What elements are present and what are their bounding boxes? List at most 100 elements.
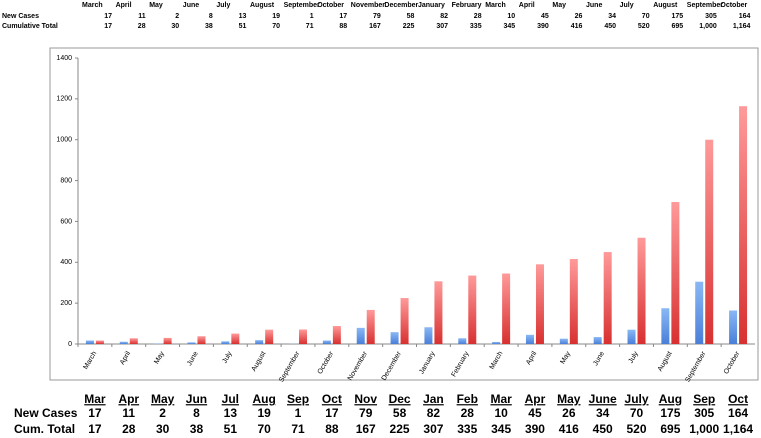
row-label: New Cases xyxy=(2,13,39,20)
bar xyxy=(739,106,748,344)
top-header: July xyxy=(620,2,634,9)
bar xyxy=(95,340,104,344)
y-tick-label: 1400 xyxy=(56,55,72,62)
bar xyxy=(129,338,138,344)
top-cell: 1,164 xyxy=(733,23,751,30)
top-header: July xyxy=(216,2,230,9)
y-tick-label: 0 xyxy=(68,341,72,348)
bottom-header: Sep xyxy=(693,392,715,406)
row-label: New Cases xyxy=(14,406,78,420)
bar xyxy=(255,340,264,344)
top-cell: 26 xyxy=(575,13,583,20)
bottom-cell: 28 xyxy=(122,422,136,436)
bar xyxy=(221,341,230,344)
bottom-cell: 70 xyxy=(630,406,644,420)
bar xyxy=(729,310,738,344)
top-cell: 164 xyxy=(739,13,751,20)
bottom-cell: 695 xyxy=(660,422,680,436)
bottom-cell: 34 xyxy=(596,406,610,420)
bottom-cell: 1,000 xyxy=(689,422,719,436)
bottom-cell: 13 xyxy=(224,406,238,420)
bottom-cell: 28 xyxy=(461,406,475,420)
top-cell: 70 xyxy=(272,23,280,30)
top-cell: 17 xyxy=(339,13,347,20)
bottom-cell: 17 xyxy=(88,422,102,436)
bottom-cell: 79 xyxy=(359,406,373,420)
bottom-header: Aug xyxy=(253,392,276,406)
y-tick-label: 800 xyxy=(60,177,72,184)
bar xyxy=(163,337,172,344)
bar xyxy=(424,327,433,344)
bottom-header: Mar xyxy=(84,392,106,406)
bar xyxy=(434,281,443,344)
bottom-header: Oct xyxy=(322,392,342,406)
bottom-header: Nov xyxy=(354,392,377,406)
top-cell: 19 xyxy=(272,13,280,20)
bar xyxy=(559,338,568,344)
top-cell: 28 xyxy=(138,23,146,30)
bottom-header: May xyxy=(151,392,175,406)
top-cell: 175 xyxy=(672,13,684,20)
top-cell: 79 xyxy=(373,13,381,20)
top-header: May xyxy=(149,2,163,9)
top-cell: 17 xyxy=(104,13,112,20)
top-cell: 13 xyxy=(239,13,247,20)
bar xyxy=(322,340,331,344)
bar xyxy=(695,281,704,344)
bottom-cell: 8 xyxy=(193,406,200,420)
top-cell: 34 xyxy=(608,13,616,20)
top-header: September xyxy=(687,2,723,9)
bottom-cell: 70 xyxy=(257,422,271,436)
y-tick-label: 600 xyxy=(60,218,72,225)
bar xyxy=(197,336,206,344)
bottom-header: May xyxy=(557,392,581,406)
bar xyxy=(85,340,94,344)
bar xyxy=(603,252,612,344)
bottom-cell: 38 xyxy=(190,422,204,436)
top-cell: 30 xyxy=(171,23,179,30)
bottom-header: July xyxy=(625,392,649,406)
top-cell: 10 xyxy=(507,13,515,20)
bar xyxy=(390,332,399,344)
bottom-header: Jul xyxy=(222,392,239,406)
top-cell: 520 xyxy=(638,23,650,30)
bar xyxy=(525,334,534,344)
row-label: Cum. Total xyxy=(14,422,75,436)
bottom-header: Oct xyxy=(728,392,748,406)
top-header: November xyxy=(351,2,386,9)
bar xyxy=(231,333,240,344)
bottom-header: Feb xyxy=(457,392,478,406)
bottom-cell: 416 xyxy=(559,422,579,436)
top-header: April xyxy=(519,2,535,9)
top-cell: 2 xyxy=(175,13,179,20)
top-header: October xyxy=(317,2,344,9)
bottom-cell: 175 xyxy=(660,406,680,420)
top-header: March xyxy=(485,2,506,9)
top-cell: 695 xyxy=(672,23,684,30)
top-cell: 45 xyxy=(541,13,549,20)
bottom-cell: 450 xyxy=(593,422,613,436)
bar xyxy=(492,341,501,344)
bar xyxy=(468,275,477,344)
bottom-cell: 71 xyxy=(291,422,305,436)
y-tick-label: 1200 xyxy=(56,96,72,103)
bar xyxy=(671,202,680,344)
top-cell: 416 xyxy=(571,23,583,30)
y-tick-label: 200 xyxy=(60,300,72,307)
top-cell: 450 xyxy=(604,23,616,30)
bottom-cell: 225 xyxy=(390,422,410,436)
top-cell: 82 xyxy=(440,13,448,20)
bar xyxy=(593,337,602,344)
bottom-cell: 17 xyxy=(325,406,339,420)
bar xyxy=(400,298,409,344)
top-cell: 307 xyxy=(436,23,448,30)
bottom-cell: 390 xyxy=(525,422,545,436)
bar xyxy=(119,341,128,344)
bottom-cell: 2 xyxy=(159,406,166,420)
bottom-cell: 82 xyxy=(427,406,441,420)
top-cell: 70 xyxy=(642,13,650,20)
bottom-cell: 58 xyxy=(393,406,407,420)
top-cell: 11 xyxy=(138,13,146,20)
bar xyxy=(265,329,274,344)
